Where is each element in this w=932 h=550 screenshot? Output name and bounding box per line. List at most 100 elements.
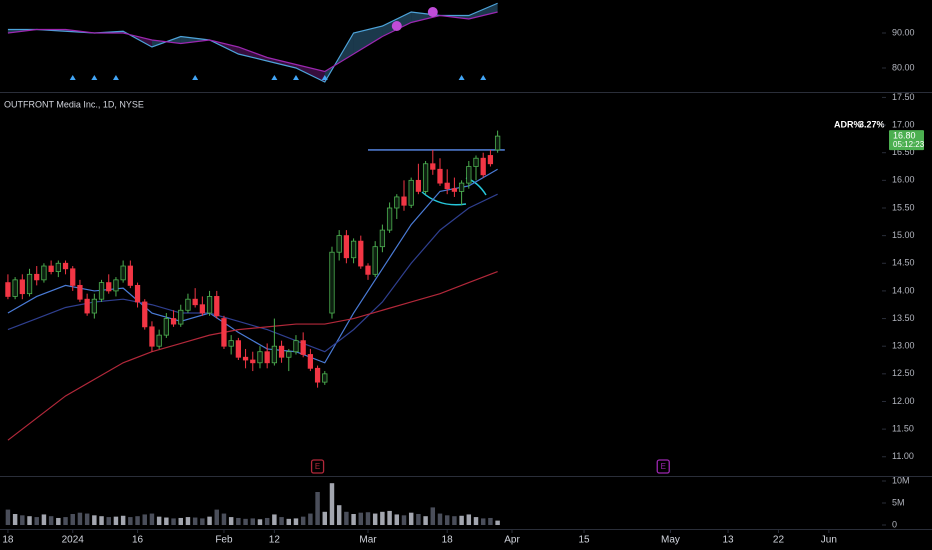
volume-bar [236,517,241,526]
signal-triangle [480,75,487,80]
volume-bar [156,516,162,526]
y-tick-label: 17.00 [892,119,915,129]
candle-body [41,265,47,281]
volume-bar [164,517,169,526]
candle-body [156,334,162,347]
earnings-label: E [315,462,320,471]
cloud-fill [295,64,325,82]
volume-bar [27,516,32,526]
volume-bar [221,513,227,526]
candle-body [62,262,69,270]
volume-bar [459,515,464,526]
candle-body [451,188,458,192]
cloud-fill [353,26,383,54]
candle-body [134,284,141,303]
candle-body [307,354,314,369]
volume-bar [300,516,306,526]
volume-bar [495,520,500,526]
volume-bar [322,511,328,526]
x-tick-label: May [661,535,680,546]
candle-body [127,265,133,286]
x-tick-label: 22 [773,535,785,546]
volume-bar [408,512,414,526]
candle-body [214,296,220,317]
volume-bar [257,519,263,526]
volume-bar [272,514,277,526]
volume-bar [473,517,479,526]
candle-body [401,196,407,206]
volume-bar [430,507,436,526]
volume-bar [34,517,39,526]
signal-dot [427,7,438,18]
candle-body [437,168,443,184]
candle-body [473,157,479,167]
ma-line [7,11,498,73]
candle-body [293,340,299,353]
volume-bar [437,513,443,526]
volume-bar [250,518,255,526]
candle-body [415,179,422,192]
volume-bar [12,514,18,526]
candle-body [444,182,450,190]
signal-triangle [321,75,328,80]
candle-body [386,207,393,231]
y-tick-label: 12.50 [892,368,915,378]
volume-bar [452,516,457,526]
volume-bar [63,517,68,526]
signal-triangle [91,75,98,80]
volume-bar [351,514,356,526]
volume-bar [106,517,111,526]
y-tick-label: 11.50 [892,423,914,433]
volume-bar [387,510,392,526]
candle-body [264,351,270,364]
x-tick-label: Apr [504,535,520,546]
candle-body [458,182,465,192]
candle-body [98,282,105,300]
candle-body [170,318,177,325]
candle-body [77,284,83,300]
candle-body [142,301,148,328]
candle-body [394,196,400,209]
candle-body [113,279,119,292]
x-tick-label: 15 [578,535,590,546]
volume-bar [243,518,248,526]
candle-body [422,163,429,192]
cloud-fill [468,3,498,20]
signal-triangle [292,75,299,80]
y-tick-label: 5M [892,497,905,507]
x-tick-label: 16 [132,535,144,546]
volume-bar [466,514,472,526]
candle-body [322,373,328,383]
candle-body [70,268,76,286]
x-tick-label: 13 [722,535,734,546]
volume-bar [56,517,61,526]
cloud-fill [267,57,296,68]
volume-bar [416,514,421,526]
candle-body [271,345,278,364]
volume-bar [372,513,378,526]
cloud-fill [411,12,440,23]
candle-body [358,240,364,267]
y-tick-label: 90.00 [892,27,915,37]
candle-body [192,298,198,306]
volume-bar [423,516,428,526]
y-tick-label: 14.50 [892,258,915,268]
candle-body [26,273,33,295]
x-tick-label: 18 [2,535,14,546]
candle-body [228,340,234,347]
symbol-title: OUTFRONT Media Inc., 1D, NYSE [4,99,144,109]
candle-body [163,318,169,336]
candle-body [120,265,126,281]
candle-body [494,135,501,151]
x-tick-label: Jun [821,535,837,546]
candle-body [466,166,472,184]
volume-bar [444,515,450,526]
price-tag [889,130,924,151]
x-tick-label: 18 [442,535,454,546]
candle-body [300,340,306,355]
y-tick-label: 13.50 [892,313,915,323]
volume-bar [20,515,25,526]
volume-bar [228,517,234,526]
y-tick-label: 0 [892,519,897,529]
